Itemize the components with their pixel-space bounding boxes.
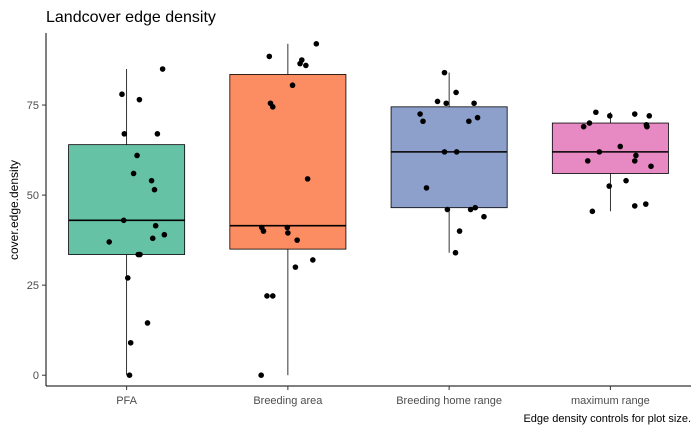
data-point [289, 82, 296, 89]
data-point [452, 249, 459, 256]
y-tick-label: 0 [33, 370, 39, 382]
data-point [124, 275, 131, 281]
y-tick-label: 75 [27, 100, 39, 112]
data-point [154, 131, 161, 137]
data-point [631, 111, 638, 117]
data-point [126, 372, 133, 378]
data-point [434, 98, 441, 105]
chart-caption: Edge density controls for plot size. [523, 413, 691, 425]
data-point [303, 62, 309, 69]
plot-area: 0 25 50 75 PFA Breeding area Breeding home ran… [27, 33, 691, 407]
data-point [441, 69, 448, 76]
data-point [466, 118, 472, 125]
data-point [106, 239, 113, 245]
data-point [310, 257, 316, 263]
data-point [127, 339, 134, 346]
x-tick-label: Breeding area [253, 395, 323, 407]
data-point [606, 183, 613, 189]
data-point [161, 231, 168, 238]
data-point [313, 41, 320, 47]
data-point [453, 149, 460, 155]
data-point [264, 293, 270, 299]
data-point [119, 91, 125, 98]
data-point [474, 114, 481, 121]
data-point [159, 66, 166, 72]
data-point [471, 100, 477, 107]
data-point [642, 201, 649, 207]
data-point [467, 206, 474, 213]
data-point [586, 120, 593, 126]
data-point [130, 170, 137, 177]
data-point [423, 185, 430, 191]
data-point [584, 158, 591, 164]
data-point [420, 118, 426, 125]
data-point [284, 224, 291, 231]
data-point [472, 204, 479, 211]
data-point [443, 100, 450, 107]
box [229, 74, 347, 250]
data-point [417, 111, 423, 117]
data-point [648, 163, 654, 170]
data-point [453, 89, 459, 96]
data-point [269, 104, 276, 110]
data-point [148, 177, 155, 184]
data-point [294, 237, 300, 243]
data-point [444, 206, 451, 213]
data-point [258, 372, 264, 378]
data-point [134, 152, 140, 159]
data-point [260, 228, 267, 234]
chart-title: Landcover edge density [46, 9, 216, 26]
data-point [596, 149, 603, 155]
data-point [304, 176, 311, 182]
data-point [456, 228, 463, 234]
box [390, 106, 508, 209]
x-tick-label: PFA [116, 395, 137, 407]
data-point [593, 109, 599, 116]
data-point [136, 96, 143, 103]
data-point [266, 53, 273, 60]
data-point [646, 113, 653, 119]
data-point [152, 222, 159, 229]
data-point [481, 213, 487, 220]
y-tick-label: 25 [27, 280, 39, 292]
data-point [606, 113, 613, 119]
data-point [617, 143, 624, 150]
box [68, 144, 186, 255]
data-point [631, 203, 638, 209]
x-tick-label: maximum range [571, 395, 650, 407]
data-point [144, 320, 151, 326]
data-point [137, 251, 143, 258]
data-point [633, 152, 639, 159]
data-point [292, 264, 299, 270]
data-point [644, 123, 650, 130]
y-tick-label: 50 [27, 190, 39, 202]
data-point [580, 123, 587, 130]
data-point [285, 230, 291, 236]
data-point [441, 149, 448, 155]
data-point [589, 208, 596, 215]
data-point [299, 57, 305, 63]
y-axis-title: cover.edge.density [7, 160, 21, 260]
data-point [120, 217, 127, 224]
data-point [149, 235, 156, 242]
data-point [151, 186, 158, 193]
data-point [623, 177, 629, 184]
data-point [269, 293, 276, 299]
data-point [121, 131, 128, 137]
data-point [631, 158, 638, 164]
x-tick-label: Breeding home range [396, 395, 502, 407]
